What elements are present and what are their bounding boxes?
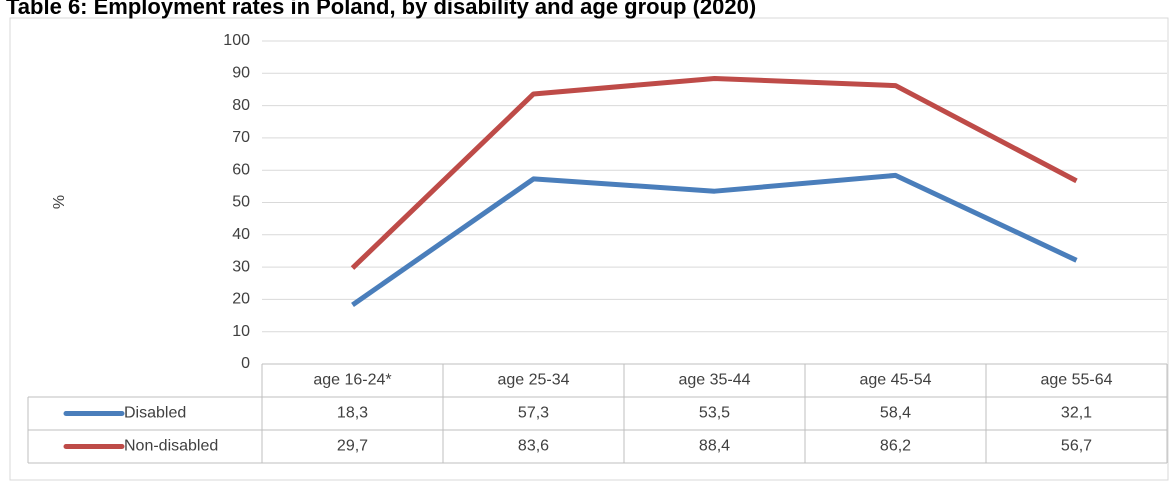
y-tick-label: 20 [232,291,250,308]
data-label: 88,4 [699,438,730,455]
y-tick-label: 30 [232,258,250,275]
y-tick-label: 40 [232,226,250,243]
data-label: 56,7 [1061,438,1092,455]
data-label: 86,2 [880,438,911,455]
chart-title: Table 6: Employment rates in Poland, by … [6,0,756,19]
data-label: 58,4 [880,405,911,422]
x-tick-label: age 25-34 [497,372,569,389]
data-label: 29,7 [337,438,368,455]
data-label: 57,3 [518,405,549,422]
x-tick-label: age 45-54 [859,372,931,389]
x-tick-label: age 55-64 [1040,372,1112,389]
data-label: 18,3 [337,405,368,422]
data-label: 53,5 [699,405,730,422]
y-tick-label: 10 [232,323,250,340]
chart-border [9,17,1169,481]
y-tick-label: 50 [232,194,250,211]
legend-label: Disabled [124,405,186,422]
series-line [351,172,1078,307]
x-tick-label: age 35-44 [678,372,750,389]
data-label: 83,6 [518,438,549,455]
y-tick-label: 0 [241,355,250,372]
y-tick-label: 90 [232,65,250,82]
x-tick-label: age 16-24* [313,372,391,389]
legend-label: Non-disabled [124,438,218,455]
y-tick-label: 60 [232,161,250,178]
y-tick-label: 100 [223,32,250,49]
y-tick-label: 80 [232,97,250,114]
series-line [350,75,1078,270]
y-axis-label: % [51,195,68,209]
y-tick-label: 70 [232,129,250,146]
data-label: 32,1 [1061,405,1092,422]
title-backdrop [0,0,1170,10]
